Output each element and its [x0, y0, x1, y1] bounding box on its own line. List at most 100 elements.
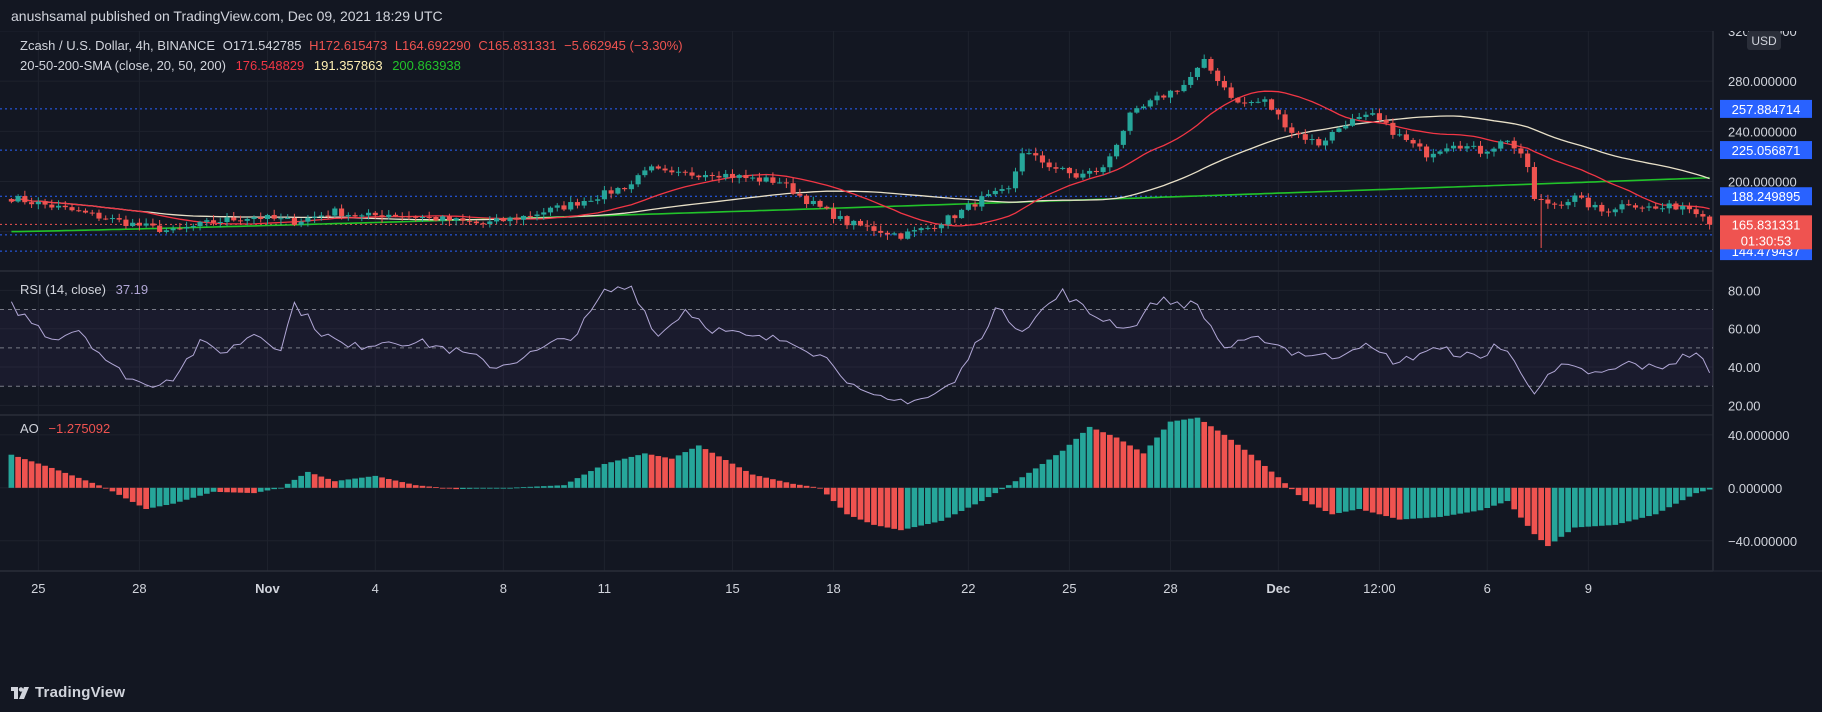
candle	[1066, 166, 1072, 179]
candle-body	[1282, 114, 1288, 128]
ao-bar	[1477, 487, 1484, 511]
ao-bar	[453, 487, 459, 490]
candle	[419, 214, 426, 222]
candle-body	[1255, 101, 1261, 103]
candle-body	[116, 218, 122, 220]
ao-tick-label: −40.000000	[1728, 534, 1797, 549]
candle-body	[972, 204, 978, 207]
candle-body	[473, 221, 479, 224]
candle	[1531, 162, 1537, 201]
ao-bar	[958, 487, 965, 511]
candle-body	[1019, 153, 1025, 172]
ao-bar	[446, 487, 453, 489]
ao-bar	[150, 487, 156, 508]
candle-body	[96, 212, 102, 219]
candle-body	[1336, 128, 1342, 133]
ao-bar	[1019, 477, 1026, 488]
ao-bar	[1053, 455, 1059, 488]
candle-body	[1397, 134, 1403, 136]
candle-body	[1471, 145, 1477, 147]
candle	[1012, 167, 1019, 193]
ao-bar	[965, 487, 972, 508]
candle-body	[271, 214, 277, 219]
ao-bar	[1531, 487, 1538, 535]
candle	[345, 212, 351, 221]
candle	[89, 209, 95, 216]
candle-body	[608, 190, 614, 194]
candle	[1579, 192, 1585, 200]
candle-body	[696, 175, 702, 178]
ao-bar	[925, 487, 931, 524]
candle-body	[595, 199, 601, 201]
ao-bar	[1268, 471, 1275, 488]
candle	[96, 209, 102, 222]
candle-body	[527, 215, 533, 217]
candle	[76, 206, 82, 213]
ao-bar	[203, 487, 210, 494]
candle-body	[177, 228, 183, 230]
candle-body	[905, 231, 911, 239]
candle	[1201, 54, 1207, 69]
ao-bar	[1127, 445, 1133, 488]
candle-body	[1073, 173, 1079, 178]
ao-bar	[567, 481, 574, 488]
ao-bar	[480, 487, 486, 489]
ao-bar	[1032, 468, 1039, 488]
candle	[1316, 136, 1322, 148]
candle	[1707, 215, 1713, 230]
candle-body	[1410, 139, 1416, 144]
candle-body	[1619, 204, 1625, 210]
candle	[1329, 129, 1335, 144]
candle	[777, 177, 783, 184]
candle	[1424, 144, 1430, 162]
ao-bar	[776, 480, 783, 488]
ao-bar	[864, 487, 871, 523]
ao-bar	[109, 487, 116, 492]
candle	[1504, 140, 1511, 144]
candle-body	[1006, 188, 1012, 190]
candle	[655, 164, 661, 170]
candle	[271, 209, 277, 221]
candle-body	[1248, 102, 1254, 104]
chart-area[interactable]: 320.000000280.000000240.000000200.000000…	[0, 31, 1822, 675]
candle	[1147, 98, 1153, 109]
ao-bar	[28, 461, 35, 488]
time-tick-label: 25	[31, 581, 45, 596]
candle-body	[615, 188, 621, 194]
ao-bar	[850, 487, 857, 517]
tradingview-logo[interactable]: TradingView	[11, 684, 125, 701]
candle-body	[55, 205, 62, 208]
ao-bar	[48, 467, 55, 488]
candle	[69, 203, 75, 212]
candle	[1659, 202, 1666, 213]
currency-badge[interactable]: USD	[1747, 31, 1781, 50]
candle	[1437, 149, 1443, 156]
candle-body	[945, 215, 951, 225]
ao-bar	[999, 487, 1005, 490]
candle-body	[8, 199, 14, 202]
candle-body	[662, 168, 668, 171]
candle-body	[1531, 167, 1537, 199]
candle	[574, 198, 581, 209]
ao-bar	[1174, 420, 1181, 488]
candle-body	[1565, 201, 1571, 206]
ao-bar	[1545, 487, 1551, 547]
candle	[103, 215, 109, 221]
candle	[1140, 104, 1147, 110]
candle-body	[642, 170, 648, 176]
candle-body	[992, 190, 998, 195]
price-level-label-0-text: 257.884714	[1732, 102, 1801, 117]
ao-bar	[803, 485, 810, 488]
ao-bar	[1410, 487, 1416, 519]
candle-body	[1060, 167, 1066, 169]
ao-bar	[1652, 487, 1659, 515]
candlesticks	[8, 54, 1713, 248]
time-tick-label: 28	[1163, 581, 1177, 596]
candle	[554, 203, 560, 212]
rsi-line	[10, 285, 1711, 405]
ao-bar	[689, 448, 695, 488]
candle	[568, 196, 574, 212]
ao-bar	[1228, 439, 1234, 488]
candle-body	[1201, 58, 1207, 68]
ao-value: −1.275092	[48, 421, 110, 436]
